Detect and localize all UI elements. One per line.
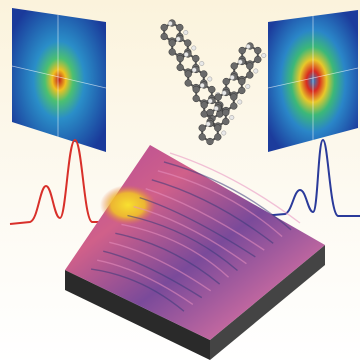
atom [230, 94, 237, 101]
atom [214, 125, 221, 132]
atom [231, 63, 238, 70]
hydrogen [168, 21, 172, 25]
atom [161, 33, 168, 40]
atom [215, 94, 222, 101]
atom [222, 118, 229, 125]
terrain-peak [100, 185, 156, 225]
hydrogen [222, 91, 226, 95]
hydrogen [222, 131, 226, 135]
hydrogen [214, 106, 218, 110]
atom [193, 95, 200, 102]
atom [192, 55, 199, 62]
hydrogen [184, 30, 188, 34]
hydrogen [230, 75, 234, 79]
atom [230, 103, 237, 110]
hydrogen [176, 37, 180, 41]
atom [239, 47, 246, 54]
atom [223, 78, 230, 85]
atom [200, 71, 207, 78]
atom [193, 86, 200, 93]
hydrogen [262, 53, 266, 57]
atom [169, 40, 176, 47]
atom [199, 134, 206, 141]
atom [246, 72, 253, 79]
atom [184, 40, 191, 47]
hydrogen [246, 84, 250, 88]
hydrogen [254, 69, 258, 73]
atom [185, 80, 192, 87]
atom [208, 86, 215, 93]
atom [176, 24, 183, 31]
hydrogen [238, 100, 242, 104]
hydrogen [200, 61, 204, 65]
atom [254, 56, 261, 63]
atom [169, 49, 176, 56]
atom [207, 138, 214, 145]
hydrogen [208, 99, 212, 103]
atom [201, 111, 208, 118]
atom [201, 102, 208, 109]
atom [177, 55, 184, 62]
atom [199, 125, 206, 132]
atom [238, 87, 245, 94]
atom [214, 134, 221, 141]
hydrogen [208, 77, 212, 81]
hydrogen [184, 52, 188, 56]
hydrogen [200, 83, 204, 87]
hydrogen [238, 60, 242, 64]
atom [161, 24, 168, 31]
atom [254, 47, 261, 54]
illustration [0, 0, 360, 363]
atom [222, 109, 229, 116]
atom [207, 109, 214, 116]
atom [238, 78, 245, 85]
atom [177, 64, 184, 71]
hydrogen [246, 44, 250, 48]
atom [246, 63, 253, 70]
atom [185, 71, 192, 78]
hydrogen [230, 115, 234, 119]
page: (() => { JSON.parse(document.getElementB… [0, 0, 360, 363]
hydrogen [206, 122, 210, 126]
atom [216, 111, 223, 118]
hydrogen [192, 46, 196, 50]
hydrogen [192, 68, 196, 72]
